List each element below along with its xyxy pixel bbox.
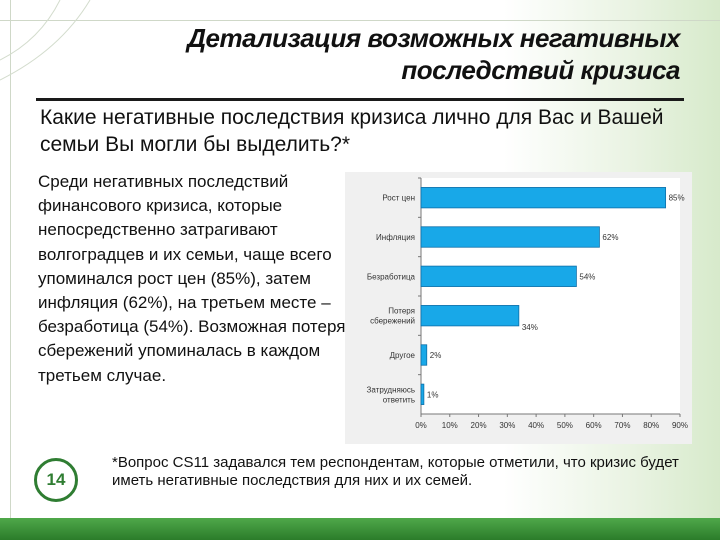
- page-title: Детализация возможных негативных последс…: [160, 22, 680, 86]
- x-tick-label-6: 60%: [586, 421, 602, 430]
- bar-1: [420, 226, 600, 248]
- bar-3: [420, 305, 520, 327]
- category-label-3-1: сбережений: [370, 317, 415, 326]
- title-underline: [36, 98, 684, 101]
- x-tick-label-1: 10%: [442, 421, 458, 430]
- x-tick-label-0: 0%: [415, 421, 427, 430]
- value-label-1: 62%: [602, 233, 618, 242]
- bar-4: [420, 344, 428, 366]
- value-label-4: 2%: [430, 351, 442, 360]
- footnote: *Вопрос CS11 задавался тем респондентам,…: [112, 454, 679, 489]
- x-tick-label-4: 40%: [528, 421, 544, 430]
- plot-area: [421, 178, 680, 414]
- category-label-5-1: ответить: [383, 395, 415, 404]
- x-tick-label-9: 90%: [672, 421, 688, 430]
- bar-5: [420, 383, 425, 405]
- x-tick-label-2: 20%: [471, 421, 487, 430]
- value-label-0: 85%: [669, 194, 685, 203]
- x-tick-label-3: 30%: [499, 421, 515, 430]
- decorative-frame-horizontal: [0, 20, 720, 21]
- x-tick-label-7: 70%: [614, 421, 630, 430]
- category-label-2-0: Безработица: [367, 272, 416, 281]
- category-label-0-0: Рост цен: [382, 194, 415, 203]
- bar-0: [420, 187, 667, 209]
- x-tick-label-5: 50%: [557, 421, 573, 430]
- bar-chart: 85% Рост цен 62% Инфляция 54% Безработица 34% П…: [345, 172, 692, 444]
- category-label-5-0: Затрудняюсь: [367, 385, 415, 394]
- summary-text: Среди негативных последствий финансового…: [38, 172, 346, 385]
- footer-bar: [0, 518, 720, 540]
- corner-ornament-icon: [0, 0, 91, 81]
- value-label-5: 1%: [427, 390, 439, 399]
- category-label-3-0: Потеря: [388, 307, 415, 316]
- title-line-1: Детализация возможных негативных: [187, 23, 680, 53]
- bar-2: [420, 265, 577, 287]
- decorative-frame-vertical: [10, 0, 11, 540]
- bar-chart-svg: 85% Рост цен 62% Инфляция 54% Безработица 34% П…: [367, 177, 688, 430]
- category-label-1-0: Инфляция: [376, 233, 415, 242]
- survey-question: Какие негативные последствия кризиса лич…: [40, 106, 664, 156]
- value-label-3: 34%: [522, 323, 538, 332]
- category-label-4-0: Другое: [390, 351, 416, 360]
- x-tick-label-8: 80%: [643, 421, 659, 430]
- value-label-2: 54%: [579, 272, 595, 281]
- title-line-2: последствий кризиса: [401, 55, 680, 85]
- page-number-badge: 14: [34, 458, 78, 502]
